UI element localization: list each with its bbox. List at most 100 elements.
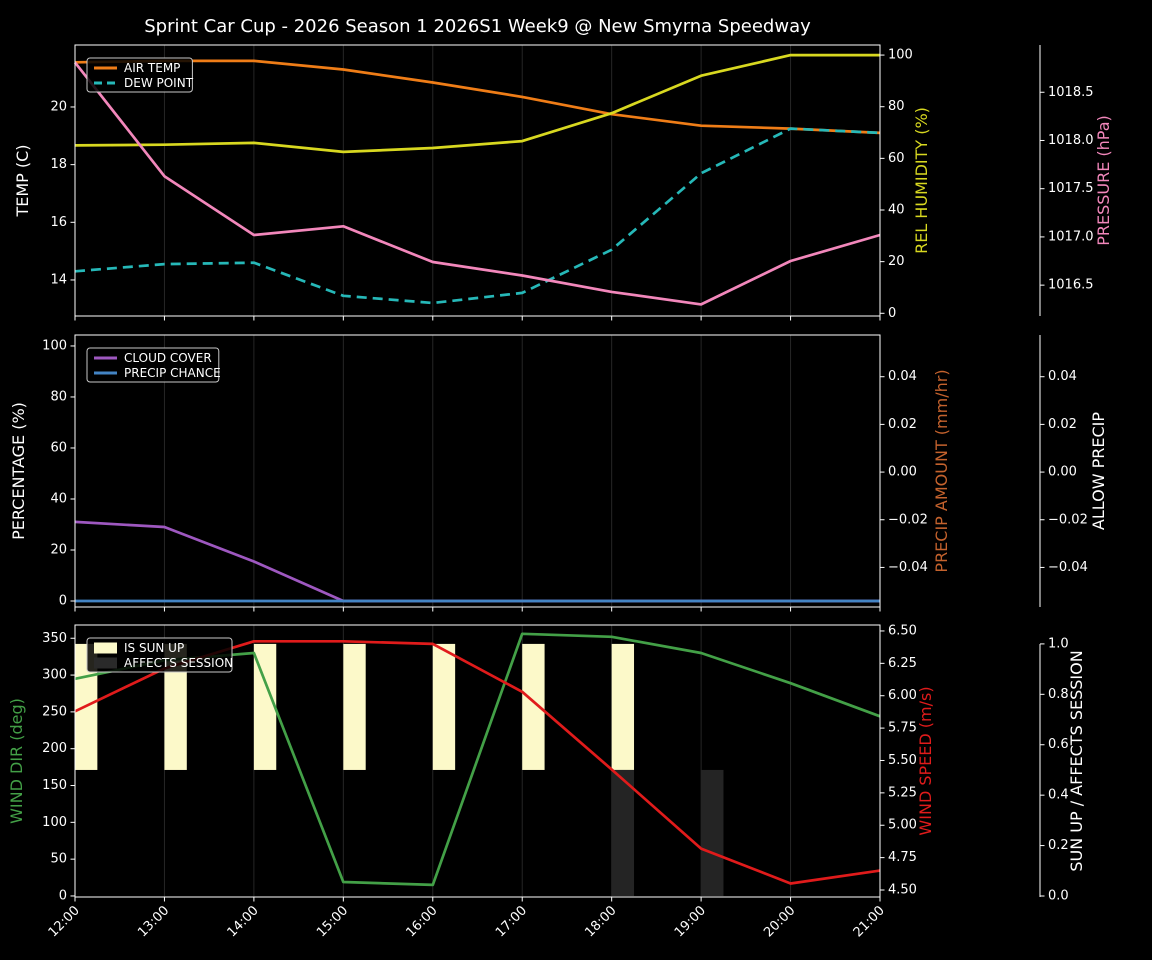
tick-label: 0.04 bbox=[888, 369, 917, 384]
is-sun-up-bar bbox=[343, 643, 366, 770]
tick-label: 350 bbox=[42, 631, 67, 646]
x-axis bbox=[74, 316, 881, 321]
tick-label: 40 bbox=[50, 491, 67, 506]
right-axis-1: −0.04 −0.02 0.00 0.02 0.04 PRECIP AMOUNT (mm/… bbox=[880, 369, 951, 575]
tick-label: 1.0 bbox=[1048, 636, 1069, 651]
is-sun-up-legend-swatch bbox=[94, 642, 117, 654]
left-axis-title: TEMP (C) bbox=[13, 144, 32, 217]
right-axis-1-title: REL HUMIDITY (%) bbox=[912, 107, 931, 254]
figure-title: Sprint Car Cup - 2026 Season 1 2026S1 We… bbox=[144, 16, 811, 37]
affects-session-bars bbox=[611, 769, 724, 896]
tick-label: 100 bbox=[888, 48, 913, 63]
right-axis-2-title: PRESSURE (hPa) bbox=[1094, 115, 1113, 246]
plot-border bbox=[74, 334, 881, 608]
tick-label: 5.50 bbox=[888, 753, 917, 768]
is-sun-up-bar bbox=[432, 643, 456, 770]
right-axis-1-title: WIND SPEED (m/s) bbox=[916, 686, 935, 835]
is-sun-up-legend-label: IS SUN UP bbox=[124, 641, 184, 655]
affects-session-bar bbox=[611, 769, 635, 896]
precip-chance-legend-label: PRECIP CHANCE bbox=[124, 366, 221, 380]
affects-session-bar bbox=[701, 769, 724, 896]
x-tick-label: 17:00 bbox=[493, 903, 530, 940]
tick-label: 0 bbox=[59, 888, 67, 903]
right-axis-1-title: PRECIP AMOUNT (mm/hr) bbox=[932, 369, 951, 572]
is-sun-up-bar bbox=[253, 643, 277, 770]
tick-label: 5.75 bbox=[888, 721, 917, 736]
tick-label: 1018.0 bbox=[1048, 133, 1094, 148]
affects-session-legend-label: AFFECTS SESSION bbox=[124, 656, 233, 670]
x-tick-label: 18:00 bbox=[582, 903, 619, 940]
x-tick-label: 20:00 bbox=[761, 903, 798, 940]
tick-label: 4.50 bbox=[888, 883, 917, 898]
tick-label: 0.02 bbox=[1048, 417, 1077, 432]
tick-label: 0.6 bbox=[1048, 737, 1069, 752]
tick-label: 0.2 bbox=[1048, 838, 1069, 853]
tick-label: 0.0 bbox=[1048, 888, 1069, 903]
left-axis: 0 20 40 60 80 100 PERCENTAGE (%) bbox=[9, 338, 75, 609]
tick-label: −0.04 bbox=[888, 560, 928, 575]
tick-label: 150 bbox=[42, 778, 67, 793]
tick-label: 1017.5 bbox=[1048, 181, 1094, 196]
air-temp-line bbox=[74, 59, 881, 135]
left-axis: 14 16 18 20 TEMP (C) bbox=[13, 99, 75, 287]
x-tick-label: 14:00 bbox=[225, 903, 262, 940]
x-axis: 12:00 13:00 14:00 15:00 16:00 17:00 18:00 19:00… bbox=[46, 897, 888, 940]
tick-label: −0.02 bbox=[1048, 512, 1088, 527]
cloud-cover-line bbox=[74, 520, 880, 603]
dew-point-legend-label: DEW POINT bbox=[124, 76, 194, 90]
tick-label: 16 bbox=[50, 215, 67, 230]
tick-label: 5.00 bbox=[888, 818, 917, 833]
subplot-temperature-humidity-pressure: 14 16 18 20 TEMP (C) 0 20 40 60 80 100 REL HUMIDITY… bbox=[13, 44, 1113, 321]
tick-label: 0.04 bbox=[1048, 369, 1077, 384]
tick-label: 0 bbox=[59, 594, 67, 609]
tick-label: 4.75 bbox=[888, 850, 917, 865]
right-axis-2-title: ALLOW PRECIP bbox=[1089, 412, 1108, 530]
tick-label: 14 bbox=[50, 272, 67, 287]
tick-label: 0.4 bbox=[1048, 788, 1069, 803]
tick-label: 60 bbox=[888, 151, 905, 166]
right-axis-2-title: SUN UP / AFFECTS SESSION bbox=[1067, 650, 1086, 871]
tick-label: 18 bbox=[50, 157, 67, 172]
tick-label: 60 bbox=[50, 440, 67, 455]
x-tick-label: 15:00 bbox=[314, 903, 351, 940]
tick-label: 1016.5 bbox=[1048, 278, 1094, 293]
dew-point-line bbox=[74, 127, 881, 305]
x-axis bbox=[74, 607, 881, 612]
tick-label: 100 bbox=[42, 338, 67, 353]
tick-label: 1017.0 bbox=[1048, 229, 1094, 244]
tick-label: 80 bbox=[50, 389, 67, 404]
plot-border bbox=[74, 624, 881, 898]
cloud-cover-legend-label: CLOUD COVER bbox=[124, 351, 212, 365]
tick-label: 50 bbox=[50, 852, 67, 867]
tick-label: 80 bbox=[888, 99, 905, 114]
left-axis-title: PERCENTAGE (%) bbox=[9, 402, 28, 540]
legend-box bbox=[86, 347, 220, 383]
left-axis: 0 50 100 150 200 250 300 350 WIND DIR (deg) bbox=[7, 631, 75, 903]
tick-label: 0.00 bbox=[1048, 465, 1077, 480]
tick-label: 250 bbox=[42, 704, 67, 719]
tick-label: 300 bbox=[42, 668, 67, 683]
tick-label: 40 bbox=[888, 203, 905, 218]
tick-label: 20 bbox=[888, 254, 905, 269]
left-axis-title: WIND DIR (deg) bbox=[7, 698, 26, 824]
x-tick-label: 13:00 bbox=[135, 903, 172, 940]
air-temp-legend-label: AIR TEMP bbox=[124, 61, 180, 75]
tick-label: 20 bbox=[50, 99, 67, 114]
plot-border bbox=[74, 44, 881, 317]
x-tick-label: 12:00 bbox=[46, 903, 83, 940]
x-tick-label: 19:00 bbox=[672, 903, 709, 940]
affects-session-legend-swatch bbox=[94, 657, 117, 669]
right-axis-2: −0.04 −0.02 0.00 0.02 0.04 ALLOW PRECIP bbox=[1039, 335, 1108, 607]
tick-label: 0.02 bbox=[888, 417, 917, 432]
tick-label: −0.02 bbox=[888, 512, 928, 527]
tick-label: 0.00 bbox=[888, 465, 917, 480]
right-axis-1: 4.50 4.75 5.00 5.25 5.50 5.75 6.00 6.25 6.50 WIND… bbox=[880, 623, 935, 898]
subplot-cloud-precipitation: 0 20 40 60 80 100 PERCENTAGE (%) −0.04 −0.02 0.00… bbox=[9, 334, 1108, 612]
x-tick-label: 16:00 bbox=[404, 903, 441, 940]
pressure-line bbox=[73, 61, 881, 306]
